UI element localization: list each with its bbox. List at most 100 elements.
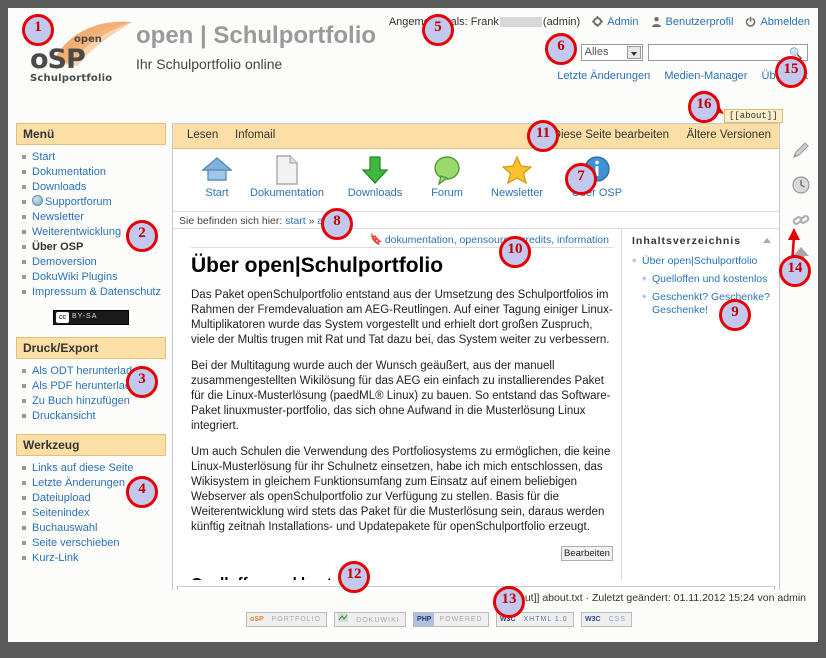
sidebar-item-demoversion[interactable]: Demoversion [20,255,166,270]
sidebar-item-label[interactable]: Zu Buch hinzufügen [32,395,130,407]
chevron-down-icon[interactable] [626,46,641,59]
badge-osp-portfolio[interactable]: oSP PORTFOLIO [246,612,327,628]
sidebar-item-label[interactable]: Letzte Änderungen [32,477,125,489]
page-title: Über open|Schulportfolio [191,254,444,277]
sidebar-item-impressum[interactable]: Impressum & Datenschutz [20,285,166,300]
sidebar-item-druckansicht[interactable]: Druckansicht [20,409,166,424]
page-body: Menü Start Dokumentation Downloads Suppo… [8,100,818,615]
logout-link[interactable]: Abmelden [745,16,810,28]
power-icon [745,16,756,30]
admin-link[interactable]: Admin [592,16,638,28]
annotation-marker-13: 13 [493,586,525,618]
badge-dokuwiki[interactable]: DOKUWIKI [334,612,406,628]
nav-downloads-label[interactable]: Downloads [347,187,403,199]
profile-link-label[interactable]: Benutzerprofil [665,16,734,28]
sidebar-item-label[interactable]: Buchauswahl [32,522,98,534]
sidebar-item-label[interactable]: Start [32,151,56,163]
logo-open-text: open [74,34,102,45]
tab-edit-page: Diese Seite bearbeiten [553,129,669,141]
cc-license-badge[interactable]: cc BY-SA [53,310,129,325]
sidebar-item-label[interactable]: Newsletter [32,211,84,223]
site-tagline: Ihr Schulportfolio online [136,56,283,72]
link-letzte-aenderungen[interactable]: Letzte Änderungen [557,70,651,82]
toc-item-label[interactable]: Über open|Schulportfolio [642,255,758,267]
sidebar-item-label[interactable]: Dateiupload [32,492,91,504]
link-medien-manager[interactable]: Medien-Manager [664,70,748,82]
sidebar-item-buchauswahl[interactable]: Buchauswahl [20,521,166,536]
username-redaction [499,17,542,28]
sidebar-item-links-auf-diese-seite[interactable]: Links auf diese Seite [20,461,166,476]
external-link-icon [32,195,43,206]
sidebar-item-dokuwiki-plugins[interactable]: DokuWiki Plugins [20,270,166,285]
sidebar-item-label[interactable]: DokuWiki Plugins [32,271,118,283]
sidebar-item-weiterentwicklung[interactable]: Weiterentwicklung [20,225,166,240]
pencil-icon[interactable] [788,140,814,163]
sidebar-item-start[interactable]: Start [20,150,166,165]
sidebar-item-kurz-link[interactable]: Kurz-Link [20,551,166,566]
nav-dokumentation-label[interactable]: Dokumentation [250,187,324,199]
sidebar-item-supportforum[interactable]: Supportforum [20,195,166,210]
user-icon [651,16,662,30]
nav-start[interactable]: Start [175,155,259,199]
sidebar-item-downloads[interactable]: Downloads [20,180,166,195]
nav-start-label[interactable]: Start [205,187,229,199]
sidebar-item-label[interactable]: Links auf diese Seite [32,462,134,474]
sidebar-item-label[interactable]: Weiterentwicklung [32,226,122,238]
toc-item[interactable]: Geschenkt? Geschenke? Geschenke! [632,291,773,317]
breadcrumb-item-start[interactable]: start [285,215,306,227]
sidebar-item-odt[interactable]: Als ODT herunterladen [20,364,166,379]
sidebar-item-label[interactable]: Seitenindex [32,507,90,519]
nav-downloads[interactable]: Downloads [333,155,417,199]
sidebar-item-label[interactable]: Kurz-Link [32,552,79,564]
sidebar-item-label[interactable]: Impressum & Datenschutz [32,286,161,298]
site-logo[interactable]: open oSP Schulportfolio [22,20,134,86]
sidebar-item-seite-verschieben[interactable]: Seite verschieben [20,536,166,551]
tag-divider [191,247,613,248]
admin-link-label[interactable]: Admin [607,16,639,28]
logout-link-label[interactable]: Abmelden [760,16,810,28]
toc-item[interactable]: Quelloffen und kostenlos [632,273,773,286]
clock-history-icon[interactable] [788,175,814,198]
sidebar-item-label[interactable]: Supportforum [45,196,112,208]
nav-newsletter-label[interactable]: Newsletter [491,187,543,199]
chevron-up-icon[interactable] [763,238,771,243]
sidebar-item-zu-buch[interactable]: Zu Buch hinzufügen [20,394,166,409]
sidebar-item-dateiupload[interactable]: Dateiupload [20,491,166,506]
tab-edit-page-label[interactable]: Diese Seite bearbeiten [552,129,669,141]
sidebar-item-seitenindex[interactable]: Seitenindex [20,506,166,521]
sidebar-item-label[interactable]: Downloads [32,181,87,193]
sidebar-item-ueber-osp[interactable]: Über OSP [20,240,166,255]
sidebar-item-label[interactable]: Druckansicht [32,410,96,422]
tab-lesen-label[interactable]: Lesen [187,129,219,141]
toc-item-label[interactable]: Geschenkt? Geschenke? Geschenke! [652,291,770,316]
sidebar-box-title-werkzeug: Werkzeug [16,434,166,456]
sidebar-item-label[interactable]: Demoversion [32,256,97,268]
tab-older-versions-label[interactable]: Ältere Versionen [686,129,771,141]
sidebar-item-label[interactable]: Dokumentation [32,166,106,178]
badge-left: W3C [499,616,516,624]
sidebar-item-label[interactable]: Als ODT herunterladen [32,365,145,377]
sidebar-item-label[interactable]: Als PDF herunterladen [32,380,144,392]
badge-css[interactable]: W3C CSS [581,612,632,628]
edit-section-button[interactable]: Bearbeiten [561,546,613,561]
sidebar-item-letzte-aenderungen[interactable]: Letzte Änderungen [20,476,166,491]
profile-link[interactable]: Benutzerprofil [651,16,734,30]
sidebar-item-pdf[interactable]: Als PDF herunterladen [20,379,166,394]
tab-infomail-label[interactable]: Infomail [235,129,276,141]
badge-php[interactable]: PHP POWERED [413,612,489,628]
sidebar-item-label[interactable]: Über OSP [32,241,84,253]
tag-item[interactable]: dokumentation [384,234,454,246]
toc-item[interactable]: Über open|Schulportfolio [632,255,773,268]
sidebar-item-dokumentation[interactable]: Dokumentation [20,165,166,180]
tag-item[interactable]: information [557,234,609,246]
link-chain-icon[interactable] [788,210,814,233]
nav-forum[interactable]: Forum [405,155,489,199]
paragraph-3: Um auch Schulen die Verwendung des Portf… [191,446,611,533]
sidebar-item-newsletter[interactable]: Newsletter [20,210,166,225]
search-scope-select[interactable]: Alles [580,44,643,61]
sidebar-item-label[interactable]: Seite verschieben [32,537,120,549]
nav-dokumentation[interactable]: Dokumentation [245,155,329,199]
nav-newsletter[interactable]: Newsletter [475,155,559,199]
toc-item-label[interactable]: Quelloffen und kostenlos [652,273,768,285]
nav-forum-label[interactable]: Forum [431,187,463,199]
